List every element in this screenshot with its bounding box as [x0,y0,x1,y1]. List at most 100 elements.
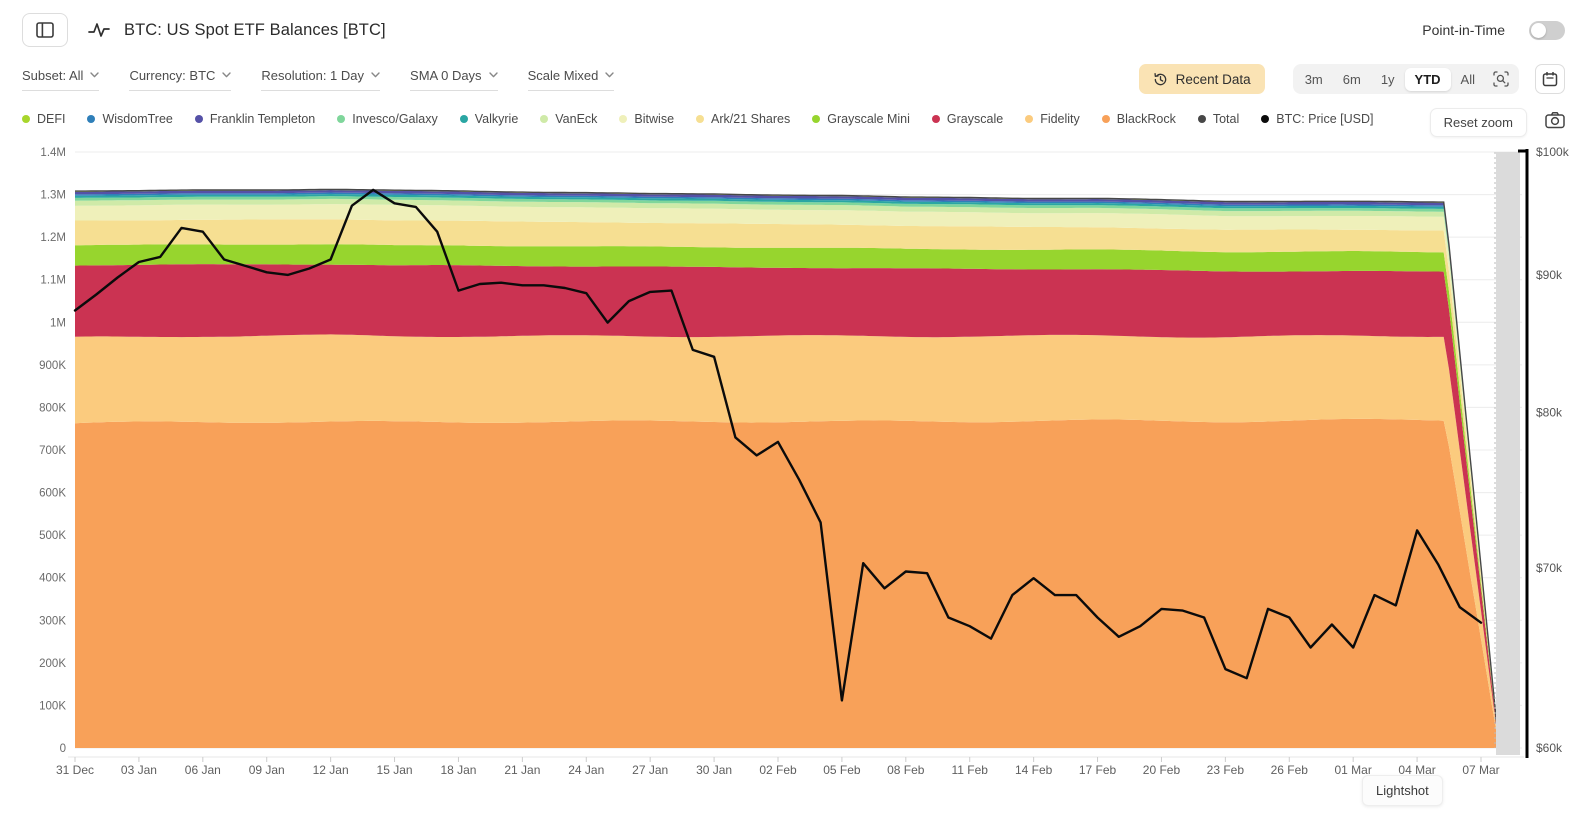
header-bar: BTC: US Spot ETF Balances [BTC] Point-in… [22,10,1565,50]
filter-scale-mixed[interactable]: Scale Mixed [527,67,615,91]
point-in-time-label: Point-in-Time [1422,22,1505,38]
legend-item-vaneck[interactable]: VanEck [540,112,597,126]
svg-text:$90k: $90k [1536,268,1563,282]
legend-swatch [812,115,821,123]
legend-label: Total [1212,112,1240,126]
range-6m[interactable]: 6m [1333,68,1371,91]
legend-swatch [459,115,468,123]
svg-text:06 Jan: 06 Jan [185,763,221,777]
filter-resolution[interactable]: Resolution: 1 Day [261,67,381,91]
filter-label: Resolution: 1 Day [261,67,365,83]
legend-item-grayscale-mini[interactable]: Grayscale Mini [812,112,910,126]
data-gap-band [1496,152,1520,755]
filter-sma-0-days[interactable]: SMA 0 Days [410,68,498,91]
legend-swatch [1261,115,1270,123]
legend-label: Fidelity [1040,112,1080,126]
legend-label: VanEck [555,112,598,126]
svg-text:15 Jan: 15 Jan [377,763,413,777]
svg-text:200K: 200K [39,658,66,670]
area-grayscale [75,264,1497,732]
legend-label: Ark/21 Shares [711,112,791,126]
svg-text:11 Feb: 11 Feb [951,763,988,777]
legend-item-blackrock[interactable]: BlackRock [1101,112,1176,126]
filter-subset[interactable]: Subset: All [22,68,100,91]
point-in-time-toggle[interactable] [1529,20,1565,40]
svg-text:14 Feb: 14 Feb [1015,763,1053,777]
chart[interactable]: 1.4M 1.3M 1.2M 1.1M 1M 900K 800K 700K 600K 500K 40… [0,140,1583,812]
history-clock-icon [1154,72,1166,85]
svg-text:$100k: $100k [1536,145,1570,159]
x-axis: 31 Dec 03 Jan 06 Jan 09 Jan 12 Jan 15 Jan 18 J… [56,757,1500,777]
svg-text:30 Jan: 30 Jan [696,763,732,777]
screenshot-button[interactable] [1545,108,1565,132]
svg-text:800K: 800K [39,402,66,414]
svg-text:400K: 400K [39,573,66,585]
legend-label: Grayscale Mini [827,112,910,126]
svg-text:900K: 900K [39,360,66,372]
legend-item-total[interactable]: Total [1197,112,1240,126]
legend-item-wisdomtree[interactable]: WisdomTree [87,112,173,126]
svg-text:1M: 1M [50,317,66,329]
legend-item-ark-21-shares[interactable]: Ark/21 Shares [696,112,790,126]
svg-text:23 Feb: 23 Feb [1207,763,1245,777]
svg-text:02 Feb: 02 Feb [759,763,797,777]
svg-text:12 Jan: 12 Jan [313,763,349,777]
legend-swatch [931,115,940,123]
range-ytd[interactable]: YTD [1404,67,1451,91]
legend-swatch [696,115,705,123]
legend-item-grayscale[interactable]: Grayscale [931,112,1004,126]
calendar-button[interactable] [1535,64,1565,94]
svg-text:05 Feb: 05 Feb [823,763,861,777]
filter-label: Scale Mixed [527,67,599,83]
toggle-knob [1531,22,1546,38]
recent-data-button[interactable]: Recent Data [1138,64,1265,94]
camera-icon [1545,112,1565,129]
legend-item-defi[interactable]: DEFI [22,112,65,126]
svg-text:600K: 600K [39,488,66,500]
legend-swatch [194,115,203,123]
legend-label: BTC: Price [USD] [1276,112,1374,126]
svg-text:1.2M: 1.2M [40,232,66,244]
svg-text:0: 0 [60,743,66,755]
legend-item-valkyrie[interactable]: Valkyrie [459,112,519,126]
reset-zoom-button[interactable]: Reset zoom [1429,108,1527,137]
price-line [73,188,1483,702]
svg-text:18 Jan: 18 Jan [440,763,476,777]
svg-text:$60k: $60k [1536,741,1563,755]
filter-currency[interactable]: Currency: BTC [129,67,232,91]
pulse-icon [88,20,110,40]
legend-swatch [540,115,549,123]
zoom-area-button[interactable] [1485,69,1517,89]
range-3m[interactable]: 3m [1295,68,1333,91]
range-all[interactable]: All [1451,68,1485,91]
legend-item-fidelity[interactable]: Fidelity [1025,112,1080,126]
legend-swatch [1197,115,1206,123]
zoom-area-icon [1493,71,1509,87]
svg-text:20 Feb: 20 Feb [1143,763,1181,777]
svg-text:17 Feb: 17 Feb [1079,763,1117,777]
legend-swatch [87,115,96,123]
legend-item-franklin-templeton[interactable]: Franklin Templeton [194,112,315,126]
legend-label: Valkyrie [474,112,519,126]
legend-item-bitwise[interactable]: Bitwise [619,112,674,126]
sidebar-toggle-button[interactable] [22,13,68,47]
chevron-down-icon [605,72,615,78]
svg-text:$80k: $80k [1536,405,1563,419]
range-1y[interactable]: 1y [1371,68,1405,91]
legend-label: BlackRock [1116,112,1176,126]
legend-label: Grayscale [946,112,1004,126]
left-axis: 1.4M 1.3M 1.2M 1.1M 1M 900K 800K 700K 600K 500K 40… [39,147,66,755]
lightshot-tooltip: Lightshot [1362,775,1443,806]
stacked-areas [75,189,1497,748]
chevron-down-icon [222,72,232,78]
filter-label: Currency: BTC [129,67,216,83]
svg-text:31 Dec: 31 Dec [56,763,94,777]
filter-label: SMA 0 Days [410,67,482,83]
legend-item-invesco-galaxy[interactable]: Invesco/Galaxy [337,112,438,126]
svg-text:24 Jan: 24 Jan [568,763,604,777]
svg-text:27 Jan: 27 Jan [632,763,668,777]
legend-item-btc-price-usd[interactable]: BTC: Price [USD] [1261,112,1373,126]
svg-text:04 Mar: 04 Mar [1398,763,1435,777]
svg-text:$70k: $70k [1536,561,1563,575]
